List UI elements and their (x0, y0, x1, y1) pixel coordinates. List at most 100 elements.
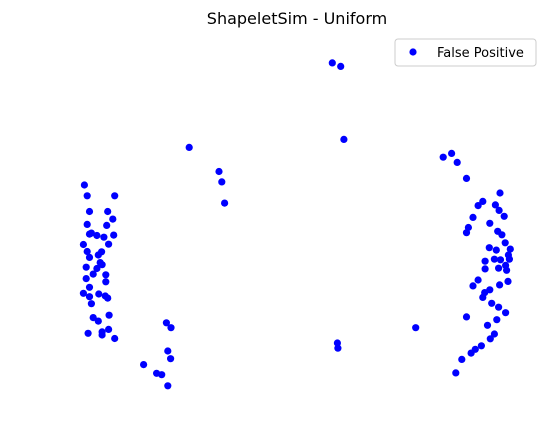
chart-title: ShapeletSim - Uniform (207, 9, 387, 28)
scatter-point (218, 178, 226, 186)
scatter-point (96, 259, 104, 267)
scatter-point (477, 342, 485, 350)
scatter-point (496, 256, 505, 264)
scatter-point (105, 325, 113, 333)
legend-box (394, 38, 537, 67)
scatter-point (89, 314, 97, 322)
scatter-point (492, 246, 500, 254)
scatter-point (481, 289, 489, 297)
scatter-point (79, 240, 87, 249)
scatter-point (221, 199, 229, 207)
scatter-point (83, 247, 91, 256)
scatter-point (486, 335, 494, 343)
scatter-point (215, 167, 223, 176)
scatter-point (469, 213, 477, 221)
scatter-point (140, 361, 148, 369)
scatter-point (84, 329, 92, 337)
scatter-point (105, 240, 113, 248)
scatter-point (82, 275, 90, 283)
scatter-point (85, 207, 94, 216)
scatter-point (498, 231, 506, 239)
scatter-point (167, 355, 175, 363)
scatter-point (496, 189, 504, 197)
scatter-point (334, 344, 342, 352)
scatter-point (452, 369, 460, 377)
scatter-point (491, 201, 499, 209)
scatter-point (328, 59, 336, 67)
scatter-point (462, 174, 471, 182)
scatter-point (185, 143, 193, 151)
scatter-point (82, 263, 90, 271)
scatter-point (481, 257, 489, 265)
scatter-point (483, 321, 492, 329)
scatter-point (104, 294, 112, 302)
legend: False Positive (394, 38, 537, 67)
scatter-point (79, 289, 87, 297)
scatter-point (412, 324, 420, 332)
scatter-point (333, 339, 341, 347)
scatter-point (481, 265, 489, 273)
scatter-point (110, 231, 118, 239)
legend-marker (409, 48, 417, 56)
scatter-point (158, 371, 166, 379)
scatter-point (100, 233, 108, 241)
scatter-point (87, 300, 95, 308)
scatter-point (80, 181, 88, 189)
scatter-point (496, 281, 504, 289)
scatter-point (104, 207, 112, 216)
scatter-point (495, 264, 503, 272)
scatter-point (85, 283, 94, 291)
scatter-point (439, 153, 447, 161)
scatter-point (467, 349, 475, 357)
scatter-point (85, 230, 94, 238)
scatter-point (85, 293, 94, 301)
scatter-point (448, 149, 456, 157)
scatter-point (490, 330, 498, 338)
scatter-point (462, 229, 471, 237)
scatter-point (340, 135, 348, 143)
scatter-point (167, 324, 175, 332)
scatter-point (502, 309, 510, 317)
scatter-point (93, 231, 101, 240)
scatter-point (453, 158, 461, 166)
scatter-point (93, 264, 101, 273)
scatter-point (458, 355, 466, 363)
scatter-point (94, 317, 102, 325)
scatter-point (102, 278, 110, 286)
scatter-point (98, 331, 106, 339)
legend-label: False Positive (437, 46, 524, 61)
scatter-point (495, 303, 503, 311)
scatter-point (105, 311, 113, 319)
scatter-point (164, 382, 172, 390)
scatter-point (103, 221, 111, 229)
scatter-point (111, 192, 119, 200)
scatter-point (95, 290, 103, 298)
scatter-point (83, 192, 91, 200)
scatter-point (485, 244, 493, 252)
scatter-point (488, 299, 496, 307)
scatter-point (462, 313, 471, 321)
scatter-point (500, 212, 508, 220)
scatter-point (474, 276, 482, 284)
scatter-point (89, 270, 97, 278)
scatter-point (490, 255, 498, 263)
scatter-point (109, 215, 117, 223)
scatter-point (495, 206, 503, 214)
scatter-point (506, 245, 514, 253)
scatter-point (162, 319, 170, 327)
scatter-point (474, 202, 482, 210)
scatter-points (79, 59, 514, 390)
scatter-point (98, 248, 106, 256)
scatter-point (486, 219, 494, 227)
scatter-point (164, 347, 172, 355)
scatter-point (504, 277, 512, 285)
scatter-point (83, 220, 91, 228)
scatter-point (479, 197, 487, 205)
scatter-point (111, 334, 119, 343)
scatter-point (493, 316, 501, 324)
scatter-point (85, 253, 94, 261)
scatter-point (504, 251, 512, 259)
scatter-point (502, 261, 510, 269)
scatter-point (102, 271, 110, 279)
